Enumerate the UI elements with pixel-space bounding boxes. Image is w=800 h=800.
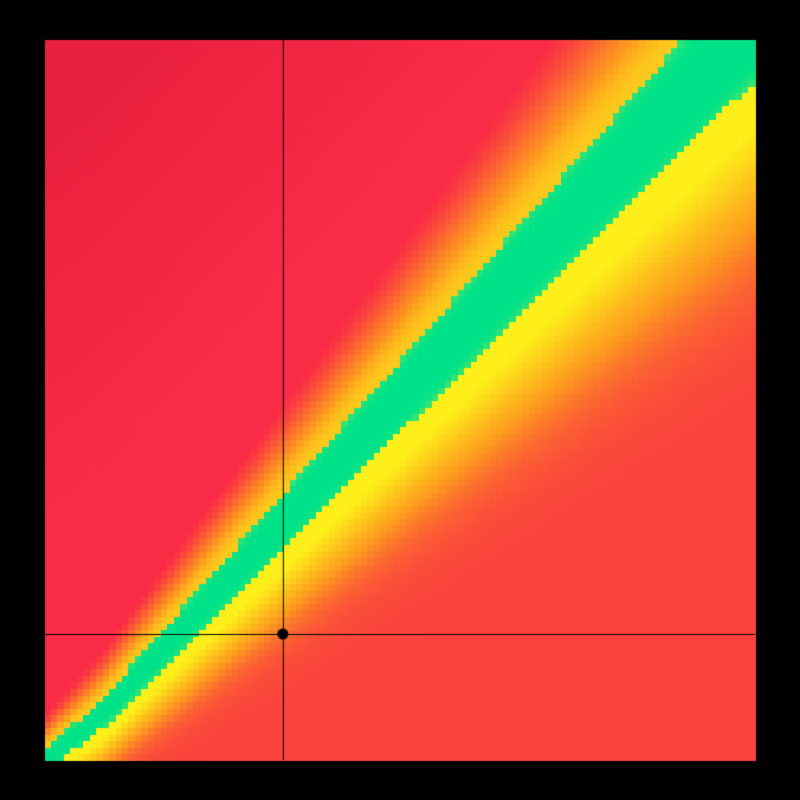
chart-container: TheBottleneck.com — [0, 0, 800, 800]
heatmap-canvas — [0, 0, 800, 800]
